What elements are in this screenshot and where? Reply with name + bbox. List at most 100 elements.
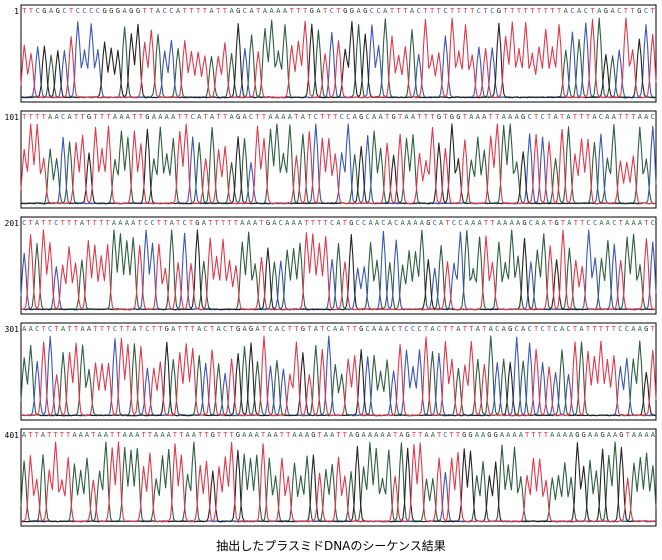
base-call-letter: T xyxy=(119,325,124,333)
base-call-letter: A xyxy=(471,219,476,227)
base-call-letter: A xyxy=(275,113,280,121)
base-call-letter: A xyxy=(476,113,481,121)
base-call-letter: T xyxy=(463,325,468,333)
base-call-letter: A xyxy=(644,431,649,439)
trace-a xyxy=(20,17,657,99)
base-call-letter: C xyxy=(281,325,285,333)
base-call-letter: A xyxy=(247,219,252,227)
base-call-letter: T xyxy=(217,113,222,121)
base-call-letter: A xyxy=(542,219,547,227)
base-call-letter: A xyxy=(482,113,487,121)
base-call-letter: T xyxy=(69,7,74,15)
base-call-letter: G xyxy=(109,7,113,15)
base-call-letter: G xyxy=(42,7,46,15)
base-call-letter: T xyxy=(424,325,429,333)
base-call-letter: T xyxy=(191,325,196,333)
base-call-letter: A xyxy=(253,219,258,227)
base-call-letter: C xyxy=(458,219,462,227)
base-call-letter: A xyxy=(508,113,513,121)
base-call-letter: T xyxy=(538,431,543,439)
base-call-letter: T xyxy=(469,325,474,333)
base-call-letter: T xyxy=(215,219,220,227)
base-call-letter: T xyxy=(216,7,221,15)
base-call-letter: T xyxy=(149,7,154,15)
base-call-letter: A xyxy=(158,113,163,121)
base-call-letter: A xyxy=(250,7,255,15)
base-call-letter: A xyxy=(379,113,384,121)
base-call-letter: A xyxy=(385,325,390,333)
base-call-letter: G xyxy=(426,219,430,227)
base-call-letter: C xyxy=(394,219,398,227)
base-call-letter: G xyxy=(266,219,270,227)
base-call-letter: A xyxy=(439,219,444,227)
base-call-letter: C xyxy=(490,7,494,15)
base-call-letter: A xyxy=(242,325,247,333)
base-call-letter: C xyxy=(204,325,208,333)
base-call-letter: T xyxy=(196,7,201,15)
base-call-letter: T xyxy=(53,431,58,439)
base-call-letter: G xyxy=(600,431,604,439)
base-call-letter: A xyxy=(413,219,418,227)
base-call-letter: C xyxy=(340,113,344,121)
base-call-letter: T xyxy=(443,113,448,121)
base-call-letter: A xyxy=(255,325,260,333)
base-call-letter: A xyxy=(167,431,172,439)
base-call-letter: C xyxy=(279,219,283,227)
base-call-letter: A xyxy=(154,431,159,439)
base-call-letter: T xyxy=(42,325,47,333)
base-call-letter: A xyxy=(597,7,602,15)
base-call-letter: C xyxy=(327,325,331,333)
base-call-letter: C xyxy=(495,325,499,333)
base-call-letter: T xyxy=(437,431,442,439)
base-call-letter: C xyxy=(76,7,80,15)
base-call-letter: G xyxy=(359,325,363,333)
base-call-letter: T xyxy=(423,7,428,15)
base-call-letter: A xyxy=(563,431,568,439)
base-call-letter: T xyxy=(93,325,98,333)
base-call-letter: A xyxy=(388,219,393,227)
base-call-letter: A xyxy=(324,431,329,439)
trace-t xyxy=(20,335,657,417)
base-call-letter: T xyxy=(29,219,34,227)
base-call-letter: A xyxy=(61,325,66,333)
base-call-letter: T xyxy=(612,325,617,333)
base-call-letter: A xyxy=(79,431,84,439)
base-call-letter: C xyxy=(612,219,616,227)
base-call-letter: A xyxy=(209,7,214,15)
base-call-letter: T xyxy=(618,113,623,121)
base-call-letter: C xyxy=(391,325,395,333)
base-call-letter: G xyxy=(462,431,466,439)
base-call-letter: T xyxy=(286,431,291,439)
base-call-letter: C xyxy=(529,219,533,227)
base-call-letter: T xyxy=(303,7,308,15)
base-call-letter: A xyxy=(192,431,197,439)
base-call-letter: C xyxy=(584,7,588,15)
base-call-letter: C xyxy=(145,325,149,333)
base-call-letter: T xyxy=(178,113,183,121)
base-call-letter: A xyxy=(152,113,157,121)
trace-t xyxy=(20,17,657,99)
base-call-letter: T xyxy=(304,219,309,227)
base-call-letter: T xyxy=(631,113,636,121)
base-call-letter: A xyxy=(612,113,617,121)
base-call-letter: T xyxy=(403,7,408,15)
base-call-letter: A xyxy=(87,325,92,333)
base-call-letter: A xyxy=(291,219,296,227)
base-call-letter: T xyxy=(531,431,536,439)
base-call-letter: C xyxy=(35,325,39,333)
base-call-letter: C xyxy=(528,113,532,121)
base-call-letter: C xyxy=(528,325,532,333)
base-call-letter: A xyxy=(567,219,572,227)
base-call-letter: A xyxy=(336,219,341,227)
trace-c xyxy=(20,335,657,417)
base-call-letter: T xyxy=(463,113,468,121)
base-call-letter: T xyxy=(47,431,52,439)
base-call-letter: T xyxy=(561,219,566,227)
base-call-letter: A xyxy=(404,113,409,121)
base-call-letter: G xyxy=(350,7,354,15)
row-start-index: 301 xyxy=(5,325,20,334)
base-call-letter: T xyxy=(579,113,584,121)
base-call-letter: A xyxy=(112,219,117,227)
base-call-letter: A xyxy=(431,431,436,439)
